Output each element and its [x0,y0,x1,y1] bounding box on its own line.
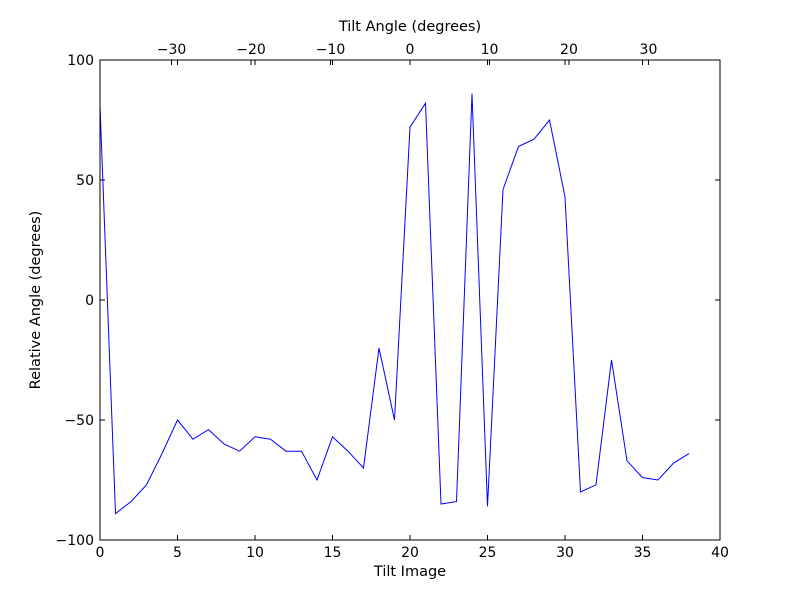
y-tick-label: 50 [76,173,94,189]
top-x-tick-label: 30 [640,42,658,58]
x-tick-label: 35 [634,545,652,561]
top-x-tick-label: −20 [236,42,266,58]
series-line [99,93,690,515]
top-x-tick-label: 10 [481,42,499,58]
top-x-tick-label: 0 [406,42,415,58]
plot-area-frame [99,59,721,541]
top-x-tick-label: −30 [157,42,187,58]
y-tick-label: −100 [56,533,94,549]
y-tick-label: 0 [85,293,94,309]
top-x-tick-label: 20 [560,42,578,58]
x-tick-label: 15 [324,545,342,561]
x-tick-label: 40 [711,545,729,561]
x-tick-label: 20 [401,545,419,561]
top-x-axis-label: Tilt Angle (degrees) [338,19,481,35]
x-tick-label: 0 [96,545,105,561]
x-tick-label: 25 [479,545,497,561]
y-tick-label: 100 [67,53,94,69]
x-tick-label: 10 [246,545,264,561]
x-axis-label: Tilt Image [373,564,446,580]
x-tick-label: 5 [173,545,182,561]
y-tick-label: −50 [64,413,94,429]
x-tick-label: 30 [556,545,574,561]
top-x-tick-label: −10 [316,42,346,58]
y-axis-label: Relative Angle (degrees) [28,211,44,390]
